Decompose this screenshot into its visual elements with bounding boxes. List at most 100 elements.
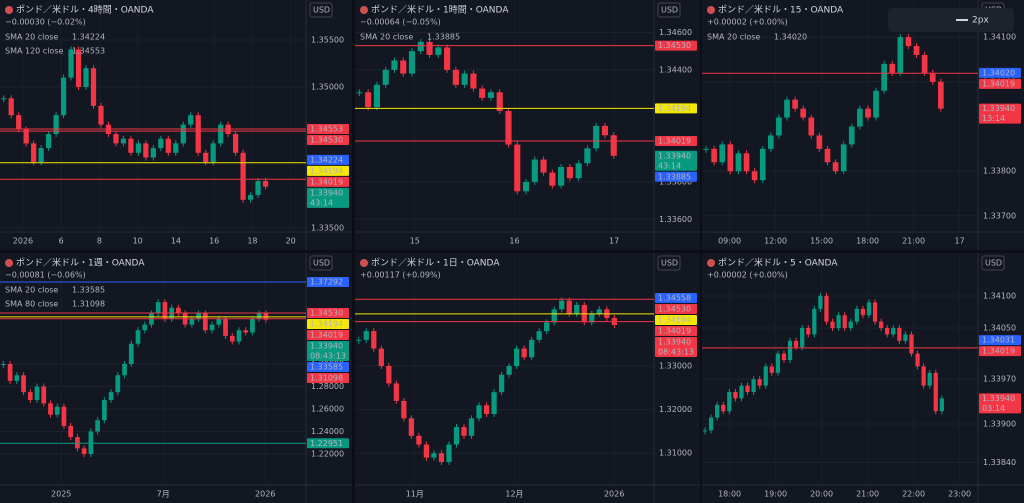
candle <box>209 324 215 331</box>
chart-title: ポンド／米ドル・1日・OANDA <box>371 257 500 269</box>
price-label-bg <box>307 341 349 362</box>
candle <box>356 92 363 94</box>
currency-button[interactable] <box>309 255 333 271</box>
sma-name: SMA 80 close <box>5 300 58 309</box>
x-tick-label: 2026 <box>604 490 624 499</box>
candle <box>75 437 80 449</box>
candle <box>408 51 416 74</box>
candle <box>34 386 40 400</box>
currency-button[interactable] <box>657 255 681 271</box>
candle <box>558 166 565 186</box>
candle <box>601 125 609 136</box>
price-label: 1.34019 <box>658 137 691 146</box>
x-tick-label: 18:00 <box>718 490 741 499</box>
candle <box>491 392 497 414</box>
candle <box>236 330 242 342</box>
candle <box>848 126 855 145</box>
price-label-bg <box>655 136 697 147</box>
panel-bg <box>702 0 1024 250</box>
price-label-bg <box>307 165 349 176</box>
y-tick-label: 1.35500 <box>311 36 344 45</box>
price-label-time: 08:43:13 <box>658 348 694 357</box>
candle <box>256 313 262 320</box>
price-label-bg <box>307 438 349 449</box>
candle <box>566 300 572 314</box>
price-change: +0.00117 (+0.09%) <box>360 271 441 280</box>
price-label-bg <box>655 304 697 315</box>
candle <box>776 117 782 136</box>
candle <box>513 348 520 367</box>
candle <box>767 135 774 149</box>
price-label: 1.34020 <box>982 68 1015 77</box>
candle <box>452 69 459 85</box>
candle <box>363 331 369 340</box>
price-label: 1.33940 <box>310 188 343 197</box>
candle <box>435 47 442 55</box>
candle <box>806 328 811 335</box>
candle <box>840 144 847 172</box>
candle <box>101 399 107 421</box>
candle <box>818 296 823 309</box>
candle <box>128 138 134 153</box>
candle <box>921 366 926 386</box>
candle <box>143 143 149 158</box>
price-label-bg <box>307 124 349 135</box>
y-tick-label: 1.22000 <box>311 449 344 458</box>
candle <box>165 138 171 153</box>
chart-title: ポンド／米ドル・15・OANDA <box>718 4 844 16</box>
candle <box>423 444 430 458</box>
price-label: 1.34031 <box>982 336 1015 345</box>
candle <box>417 41 424 52</box>
currency-button[interactable] <box>657 2 681 18</box>
price-label: 1.33585 <box>310 363 343 372</box>
price-label-bg <box>307 187 349 208</box>
candle <box>727 144 734 172</box>
candle <box>48 403 53 415</box>
candle <box>735 153 742 172</box>
y-tick-label: 1.34600 <box>659 28 692 37</box>
candle <box>531 159 538 182</box>
candle <box>180 124 186 144</box>
symbol-icon <box>360 6 368 14</box>
candle <box>438 453 445 462</box>
candle <box>487 92 495 98</box>
panel-bg <box>702 253 1024 503</box>
price-label: 1.34019 <box>310 331 343 340</box>
drawing-toolbar[interactable] <box>888 8 1014 32</box>
candle <box>371 331 377 349</box>
price-label-bg <box>307 373 349 384</box>
currency: USD <box>661 259 678 268</box>
candle <box>7 363 13 381</box>
candle <box>775 353 781 373</box>
x-tick-label: 17 <box>609 237 619 246</box>
price-label: 1.34530 <box>310 309 343 318</box>
x-tick-label: 16 <box>209 237 219 246</box>
sma-name: SMA 20 close <box>360 33 413 42</box>
x-tick-label: 7月 <box>157 490 170 499</box>
candle <box>878 321 884 329</box>
candle <box>832 162 839 172</box>
currency-button[interactable] <box>981 255 1005 271</box>
y-tick-label: 1.26000 <box>311 404 344 413</box>
price-label-bg <box>655 326 697 337</box>
candle <box>31 143 37 163</box>
price-label-bg <box>307 330 349 341</box>
candle <box>830 321 835 329</box>
candle <box>721 404 726 412</box>
candle <box>589 313 595 323</box>
price-label: 1.31098 <box>310 374 343 383</box>
symbol-icon <box>707 6 715 14</box>
chart-panel: 1.35500 1.35000 1.33500 2026 6 8 10 14 16 18 20 1.3… <box>0 0 352 250</box>
chart-panel: 1.33000 1.32000 1.31000 11月 12月 2026 1.34558 1.… <box>355 253 700 503</box>
candle <box>38 148 44 163</box>
candle <box>521 348 527 358</box>
currency-button[interactable] <box>309 2 333 18</box>
candle <box>574 304 580 314</box>
candle <box>400 60 407 74</box>
candle <box>866 302 872 316</box>
candle <box>122 363 127 376</box>
x-tick-label: 19:00 <box>764 490 787 499</box>
candle <box>135 330 141 344</box>
price-label-bg <box>655 103 697 114</box>
candle <box>824 296 829 322</box>
